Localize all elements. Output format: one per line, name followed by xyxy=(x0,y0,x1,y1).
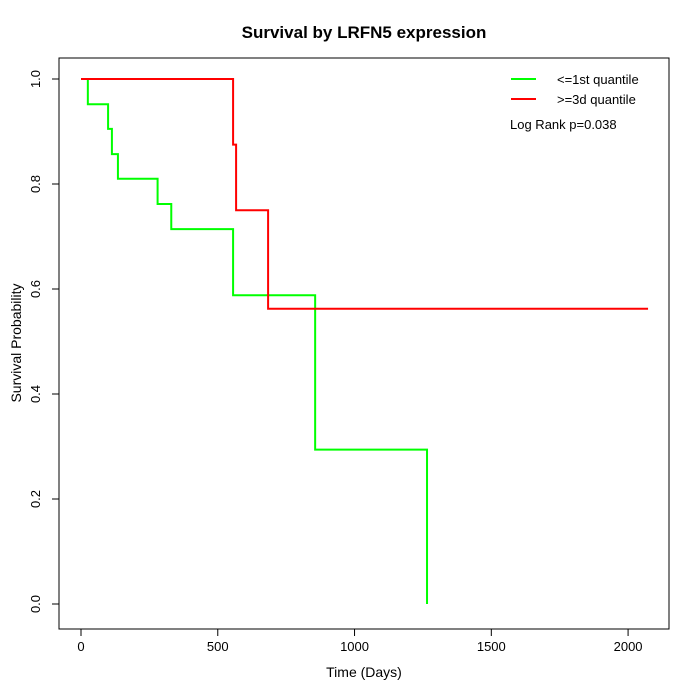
legend-label-high-expression: >=3d quantile xyxy=(557,92,636,107)
x-tick-label: 2000 xyxy=(614,639,643,654)
y-axis-ticks: 0.0 0.2 0.4 0.6 0.8 1.0 xyxy=(28,70,59,613)
x-tick-label: 500 xyxy=(207,639,229,654)
x-tick-label: 1000 xyxy=(340,639,369,654)
y-axis-label: Survival Probability xyxy=(8,283,24,402)
x-tick-label: 1500 xyxy=(477,639,506,654)
y-tick-label: 0.6 xyxy=(28,280,43,298)
y-tick-label: 1.0 xyxy=(28,70,43,88)
x-axis-label: Time (Days) xyxy=(326,664,402,680)
plot-border xyxy=(58,57,670,630)
y-tick-label: 0.4 xyxy=(28,385,43,403)
y-tick-label: 0.8 xyxy=(28,175,43,193)
y-tick-label: 0.2 xyxy=(28,490,43,508)
legend: <=1st quantile >=3d quantile Log Rank p=… xyxy=(510,72,639,132)
x-tick-label: 0 xyxy=(77,639,84,654)
km-curve-low-expression xyxy=(81,78,429,604)
chart-title: Survival by LRFN5 expression xyxy=(242,23,487,42)
legend-label-low-expression: <=1st quantile xyxy=(557,72,639,87)
log-rank-p-value: Log Rank p=0.038 xyxy=(510,117,617,132)
y-tick-label: 0.0 xyxy=(28,595,43,613)
km-curve-high-expression xyxy=(81,78,649,310)
x-axis-ticks: 0 500 1000 1500 2000 xyxy=(77,629,643,654)
km-curves xyxy=(81,78,649,604)
